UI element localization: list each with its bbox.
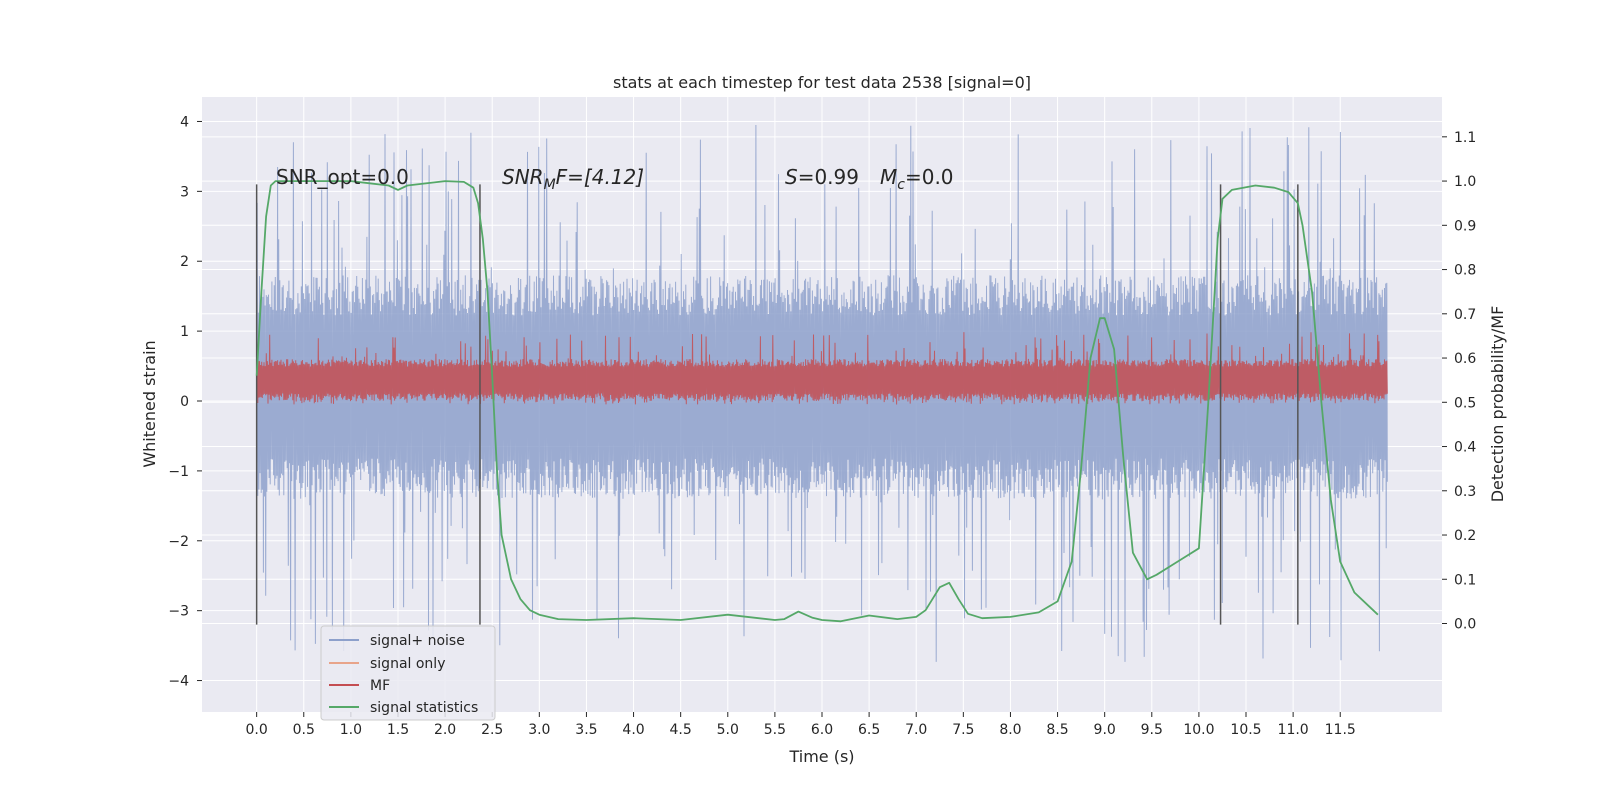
annotation-s-symbol: S (785, 165, 798, 189)
x-tick-label: 3.0 (528, 722, 550, 738)
annotation-snr-mf: SNRMF=[4.12] (502, 165, 644, 193)
x-tick-label: 7.0 (905, 722, 927, 738)
annotation-snr-mf-value: F=[4.12] (556, 165, 644, 189)
y2-tick-label: 0.3 (1454, 484, 1476, 500)
y-tick-label: −2 (168, 534, 189, 550)
legend-label-signal-only: signal only (370, 656, 445, 672)
y-tick-label: 3 (180, 184, 189, 200)
annotation-snr-mf-subscript: M (544, 177, 556, 193)
legend: signal+ noise signal only MF signal stat… (320, 625, 496, 721)
x-tick-label: 1.0 (340, 722, 362, 738)
x-tick-label: 6.5 (858, 722, 880, 738)
series-mf (256, 332, 1388, 405)
x-tick-label: 6.0 (811, 722, 833, 738)
y2-tick-label: 0.5 (1454, 395, 1476, 411)
x-tick-label: 2.0 (434, 722, 456, 738)
y2-axis-label: Detection probability/MF (1488, 306, 1507, 503)
annotation-snr-mf-symbol: SNR (502, 165, 544, 189)
y2-tick-label: 0.2 (1454, 528, 1476, 544)
y-tick-label: −4 (168, 674, 189, 690)
x-tick-label: 10.5 (1230, 722, 1261, 738)
chart-title: stats at each timestep for test data 253… (613, 73, 1031, 92)
x-tick-label: 8.5 (1046, 722, 1068, 738)
y-tick-label: 1 (180, 324, 189, 340)
y2-tick-label: 0.4 (1454, 440, 1476, 456)
y2-tick-label: 0.9 (1454, 218, 1476, 234)
annotation-mc-subscript: c (897, 177, 905, 193)
signal-noise-line (256, 124, 1388, 662)
x-tick-label: 11.5 (1325, 722, 1356, 738)
signal-statistics-line (255, 180, 1379, 623)
y-tick-label: 0 (180, 394, 189, 410)
legend-box (320, 625, 496, 721)
x-tick-label: 2.5 (481, 722, 503, 738)
series-signal-statistics (255, 180, 1379, 623)
y-axis-label: Whitened strain (140, 340, 159, 467)
y2-tick-label: 0.1 (1454, 572, 1476, 588)
legend-label-mf: MF (370, 678, 390, 694)
y2-tick-label: 1.1 (1454, 130, 1476, 146)
annotation-s: S=0.99 (785, 165, 859, 189)
y-tick-label: 4 (180, 114, 189, 130)
x-tick-label: 5.0 (717, 722, 739, 738)
x-tick-label: 11.0 (1278, 722, 1309, 738)
annotation-s-value: =0.99 (798, 165, 859, 189)
y-tick-label: −1 (168, 464, 189, 480)
series-signal-noise (256, 124, 1388, 662)
x-tick-label: 10.0 (1183, 722, 1214, 738)
legend-label-signal-statistics: signal statistics (370, 700, 478, 716)
x-tick-label: 9.0 (1094, 722, 1116, 738)
y2-axis-ticks: 1.1 1.0 0.9 0.8 0.7 0.6 0.5 0.4 0.3 0.2 0.1 0.0 (1442, 130, 1476, 633)
x-axis-ticks: 0.0 0.5 1.0 1.5 2.0 2.5 3.0 3.5 4.0 4.5 5.0 5.5 6.0 6… (246, 712, 1356, 738)
y-tick-label: 2 (180, 254, 189, 270)
mf-line (256, 332, 1388, 405)
x-tick-label: 5.5 (764, 722, 786, 738)
x-tick-label: 3.5 (575, 722, 597, 738)
annotation-mc-symbol: M (880, 165, 897, 189)
vertical-markers (255, 184, 1299, 625)
y2-tick-label: 0.0 (1454, 617, 1476, 633)
x-tick-label: 0.0 (246, 722, 268, 738)
y-axis-ticks: 4 3 2 1 0 −1 −2 −3 −4 (168, 114, 202, 690)
y2-tick-label: 1.0 (1454, 174, 1476, 190)
x-axis-label: Time (s) (788, 747, 854, 766)
y2-tick-label: 0.7 (1454, 307, 1476, 323)
y2-tick-label: 0.8 (1454, 263, 1476, 279)
y2-tick-label: 0.6 (1454, 351, 1476, 367)
annotation-snr-opt: SNR_opt=0.0 (276, 165, 409, 189)
legend-label-signal-noise: signal+ noise (370, 633, 465, 649)
y-tick-label: −3 (168, 604, 189, 620)
x-tick-label: 4.5 (670, 722, 692, 738)
x-tick-label: 1.5 (387, 722, 409, 738)
annotation-mc-value: =0.0 (905, 165, 954, 189)
x-tick-label: 4.0 (622, 722, 644, 738)
annotation-mc: Mc=0.0 (880, 165, 954, 193)
x-tick-label: 0.5 (293, 722, 315, 738)
x-tick-label: 8.0 (999, 722, 1021, 738)
x-tick-label: 7.5 (952, 722, 974, 738)
x-tick-label: 9.5 (1141, 722, 1163, 738)
